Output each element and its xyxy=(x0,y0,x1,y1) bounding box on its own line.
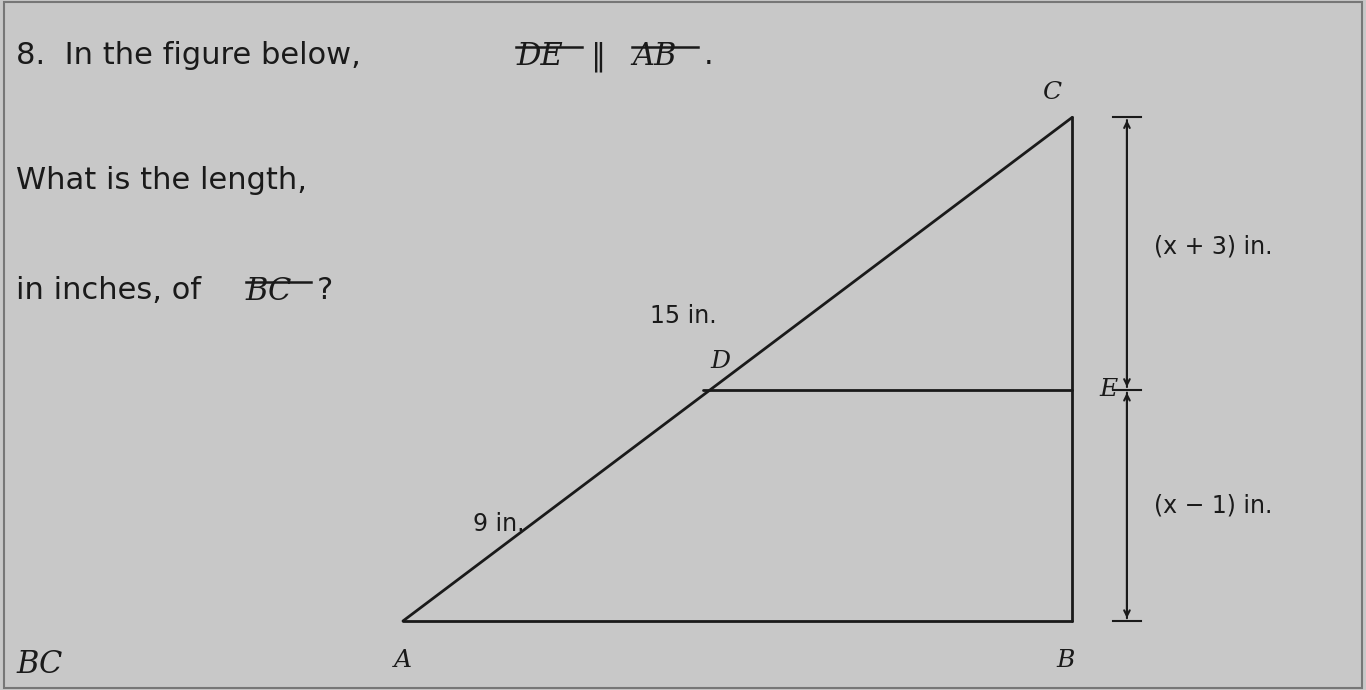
Text: ?: ? xyxy=(317,276,333,305)
Text: AB: AB xyxy=(632,41,676,72)
Text: BC: BC xyxy=(16,649,63,680)
Text: C: C xyxy=(1042,81,1061,104)
Text: DE: DE xyxy=(516,41,563,72)
Text: ∥: ∥ xyxy=(591,41,607,72)
Text: What is the length,: What is the length, xyxy=(16,166,307,195)
Text: 9 in.: 9 in. xyxy=(473,512,525,536)
Text: .: . xyxy=(703,41,713,70)
Text: (x + 3) in.: (x + 3) in. xyxy=(1154,235,1273,259)
Text: 8.  In the figure below,: 8. In the figure below, xyxy=(16,41,361,70)
Text: A: A xyxy=(393,649,413,671)
Text: B: B xyxy=(1056,649,1075,671)
Text: in inches, of: in inches, of xyxy=(16,276,212,305)
Text: BC: BC xyxy=(246,276,292,307)
Text: (x − 1) in.: (x − 1) in. xyxy=(1154,493,1273,518)
Text: D: D xyxy=(710,350,731,373)
Text: E: E xyxy=(1100,378,1117,402)
Text: 15 in.: 15 in. xyxy=(650,304,716,328)
